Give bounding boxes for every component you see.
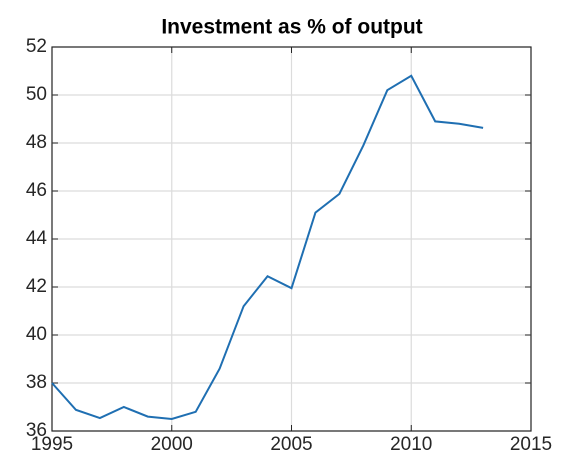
x-tick-label: 2015 <box>510 434 552 455</box>
y-tick-label: 48 <box>26 132 47 153</box>
chart-title: Investment as % of output <box>161 16 422 39</box>
y-tick-label: 38 <box>26 372 47 393</box>
y-tick-label: 46 <box>26 180 47 201</box>
data-line <box>51 74 484 421</box>
x-tick-label: 2000 <box>151 434 193 455</box>
x-tick-label: 2005 <box>270 434 312 455</box>
plot-frame <box>51 46 532 432</box>
y-tick-label: 42 <box>26 276 47 297</box>
x-tick-label: 1995 <box>31 434 73 455</box>
y-tick-label: 44 <box>26 228 48 249</box>
x-tick-label: 2010 <box>390 434 432 455</box>
y-tick-label: 36 <box>26 420 47 441</box>
y-tick-label: 52 <box>26 36 47 57</box>
y-tick-label: 50 <box>26 84 47 105</box>
y-tick-label: 40 <box>26 324 47 345</box>
